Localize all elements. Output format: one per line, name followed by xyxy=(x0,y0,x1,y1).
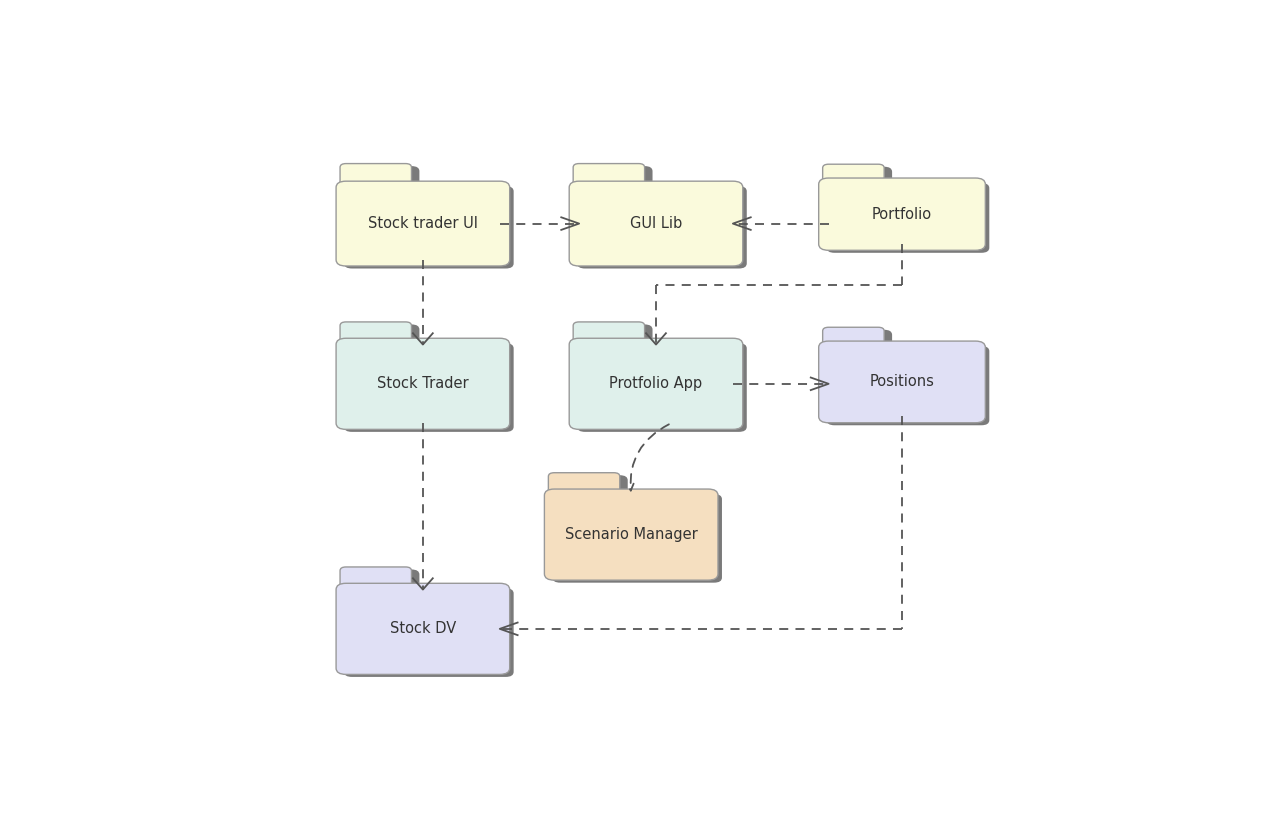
FancyBboxPatch shape xyxy=(823,164,884,188)
FancyBboxPatch shape xyxy=(819,341,986,423)
FancyBboxPatch shape xyxy=(544,489,718,580)
FancyBboxPatch shape xyxy=(827,346,989,425)
FancyBboxPatch shape xyxy=(344,166,420,197)
FancyBboxPatch shape xyxy=(570,181,742,266)
FancyBboxPatch shape xyxy=(337,339,509,429)
FancyBboxPatch shape xyxy=(548,472,620,499)
FancyBboxPatch shape xyxy=(340,163,411,191)
FancyBboxPatch shape xyxy=(823,327,884,351)
FancyBboxPatch shape xyxy=(337,583,509,674)
FancyBboxPatch shape xyxy=(553,475,627,504)
FancyBboxPatch shape xyxy=(819,178,986,251)
Text: Portfolio: Portfolio xyxy=(872,206,932,222)
Text: Stock trader UI: Stock trader UI xyxy=(367,216,477,231)
FancyBboxPatch shape xyxy=(344,186,513,268)
FancyBboxPatch shape xyxy=(570,339,742,429)
FancyBboxPatch shape xyxy=(337,181,509,266)
Text: Protfolio App: Protfolio App xyxy=(609,376,703,392)
Text: GUI Lib: GUI Lib xyxy=(630,216,682,231)
FancyBboxPatch shape xyxy=(577,344,746,432)
FancyBboxPatch shape xyxy=(827,166,892,193)
Text: Positions: Positions xyxy=(869,375,934,389)
FancyBboxPatch shape xyxy=(573,322,645,348)
FancyBboxPatch shape xyxy=(340,567,411,593)
FancyBboxPatch shape xyxy=(553,494,722,583)
FancyBboxPatch shape xyxy=(577,325,653,353)
FancyBboxPatch shape xyxy=(340,322,411,348)
FancyBboxPatch shape xyxy=(573,163,645,191)
FancyBboxPatch shape xyxy=(577,166,653,197)
FancyBboxPatch shape xyxy=(827,330,892,356)
Text: Scenario Manager: Scenario Manager xyxy=(564,527,698,542)
Text: Stock Trader: Stock Trader xyxy=(378,376,468,392)
Text: Stock DV: Stock DV xyxy=(389,621,456,636)
FancyBboxPatch shape xyxy=(344,344,513,432)
FancyBboxPatch shape xyxy=(344,588,513,677)
FancyBboxPatch shape xyxy=(344,570,420,598)
FancyBboxPatch shape xyxy=(827,183,989,253)
FancyBboxPatch shape xyxy=(577,186,746,268)
FancyBboxPatch shape xyxy=(344,325,420,353)
